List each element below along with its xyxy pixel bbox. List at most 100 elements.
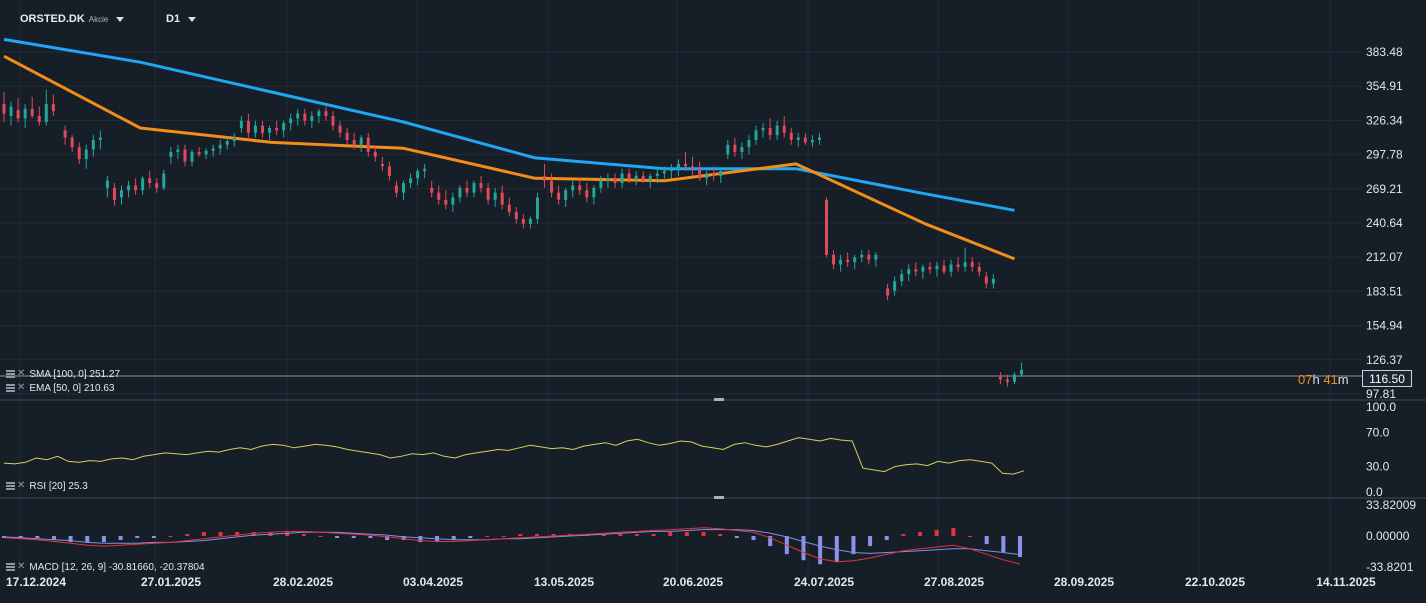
candle-bearish [51, 94, 55, 117]
candle-body [409, 178, 413, 184]
macd-histogram-bar [285, 531, 290, 536]
candle-body [984, 276, 988, 284]
candle-bearish [338, 120, 342, 138]
symbol-selector[interactable]: ORSTED.DK Akcie [20, 10, 125, 28]
rsi-axis-label: 70.0 [1366, 426, 1390, 440]
ema-50-line [3, 54, 1016, 261]
candle-body [366, 137, 370, 152]
candle-body [387, 166, 391, 176]
candle-body [112, 187, 116, 200]
candle-bearish [613, 173, 617, 188]
sma-close-icon[interactable]: ✕ [17, 368, 26, 379]
candle-bearish [500, 185, 504, 210]
macd-histogram-bar [751, 536, 756, 541]
candle-bearish [261, 120, 264, 138]
candle-bearish [557, 185, 561, 205]
ema-legend[interactable]: ✕ EMA [50, 0] 210.63 [6, 382, 114, 394]
candle-bullish [655, 168, 659, 184]
timeframe-dropdown-icon[interactable] [188, 16, 197, 22]
candle-body [451, 197, 455, 205]
countdown-minutes: 41 [1323, 372, 1338, 387]
candle-bullish [451, 192, 455, 212]
candle-body [998, 377, 1002, 380]
candle-body [190, 151, 194, 162]
candle-bullish [402, 180, 405, 200]
candle-body [564, 190, 568, 200]
ema-settings-icon[interactable] [6, 384, 15, 392]
candle-body [204, 150, 208, 155]
candle-bullish [162, 169, 166, 191]
macd-histogram-bar [1001, 536, 1006, 553]
candle-body [63, 130, 67, 138]
candle-bullish [796, 132, 800, 148]
candle-body [782, 125, 786, 133]
candle-bearish [825, 197, 828, 258]
sma-100-line [3, 37, 1015, 212]
candle-body [218, 144, 222, 149]
candle-body [853, 257, 857, 263]
candle-bearish [998, 372, 1002, 385]
macd-close-icon[interactable]: ✕ [17, 561, 26, 572]
symbol-dropdown-icon[interactable] [116, 16, 125, 22]
candle-body [465, 187, 469, 193]
candle-body [9, 106, 13, 117]
candle-body [698, 168, 702, 179]
price-axis-label: 383.48 [1366, 45, 1403, 59]
sma-settings-icon[interactable] [6, 370, 15, 378]
candle-bullish [169, 147, 173, 164]
candle-bearish [514, 207, 518, 224]
macd-settings-icon[interactable] [6, 563, 15, 571]
candle-body [620, 173, 624, 184]
candle-body [303, 113, 307, 121]
candle-bearish [521, 214, 525, 229]
timeframe-selector[interactable]: D1 [166, 10, 197, 28]
candle-body [571, 185, 575, 191]
candle-bearish [698, 161, 702, 181]
candle-body [141, 178, 145, 191]
candle-body [268, 127, 272, 133]
macd-legend[interactable]: ✕ MACD [12, 26, 9] -30.81660, -20.37804 [6, 561, 205, 573]
candle-bullish [141, 175, 145, 196]
candle-body [900, 274, 904, 282]
candle-body [550, 180, 554, 193]
candle-bullish [676, 159, 680, 176]
macd-histogram-bar [485, 536, 490, 537]
candle-body [2, 104, 6, 114]
macd-histogram-bar [168, 536, 173, 537]
candle-body [754, 130, 758, 140]
candle-bullish [705, 171, 709, 186]
candle-body [662, 171, 666, 174]
candle-body [430, 187, 434, 193]
timeframe-label: D1 [166, 13, 181, 25]
candle-bearish [275, 120, 279, 136]
candle-bullish [232, 132, 236, 148]
macd-histogram-bar [35, 536, 40, 539]
candle-body [507, 204, 511, 212]
candle-body [719, 171, 723, 176]
candle-body [886, 288, 890, 296]
candle-bearish [437, 185, 441, 205]
candle-body [310, 116, 314, 121]
macd-histogram-bar [151, 536, 156, 539]
sma-legend[interactable]: ✕ SMA [100, 0] 251.27 [6, 368, 120, 380]
candle-bearish [30, 96, 34, 119]
rsi-settings-icon[interactable] [6, 482, 15, 490]
candle-bullish [211, 144, 215, 157]
candle-body [874, 254, 878, 260]
candle-body [246, 120, 250, 133]
macd-histogram-bar [335, 536, 340, 539]
candle-bullish [761, 123, 765, 138]
candle-bullish [726, 139, 730, 160]
macd-histogram-bar [884, 536, 889, 541]
macd-histogram-bar [418, 536, 423, 543]
rsi-close-icon[interactable]: ✕ [17, 480, 26, 491]
macd-axis-label: -33.8201 [1366, 560, 1414, 574]
candle-body [825, 199, 828, 255]
macd-histogram-bar [534, 533, 539, 536]
candle-body [606, 178, 610, 181]
macd-histogram-bar [701, 531, 706, 536]
rsi-legend[interactable]: ✕ RSI [20] 25.3 [6, 480, 88, 492]
ema-close-icon[interactable]: ✕ [17, 382, 26, 393]
